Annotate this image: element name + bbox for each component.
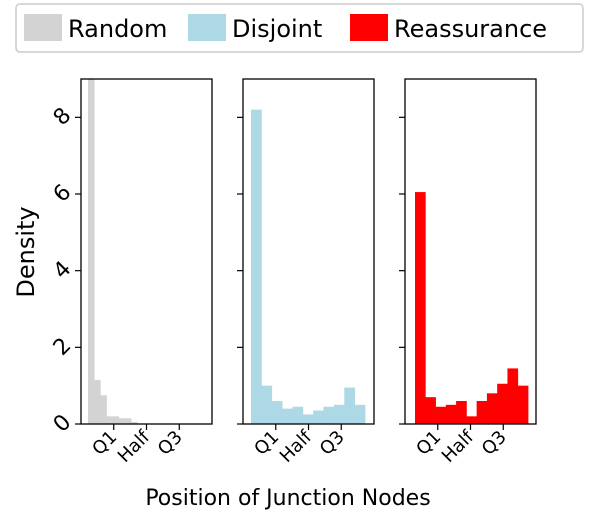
- legend-swatch-disjoint: [188, 14, 226, 41]
- plot-frame: [80, 78, 213, 425]
- bar: [323, 406, 335, 424]
- x-tick-label: Half: [438, 426, 479, 467]
- bar: [476, 401, 488, 424]
- bar: [456, 401, 467, 424]
- bar: [415, 192, 426, 424]
- y-tick-label: 4: [49, 257, 77, 285]
- bar: [118, 418, 126, 424]
- bar: [292, 406, 304, 424]
- bar: [88, 79, 95, 424]
- legend: Random Disjoint Reassurance: [15, 3, 584, 53]
- y-tick-label: 2: [49, 333, 77, 361]
- y-axis-label: Density: [12, 206, 40, 297]
- x-tick-label: Q3: [154, 427, 187, 460]
- legend-label-random: Random: [68, 15, 167, 43]
- bar: [124, 418, 132, 424]
- bar: [425, 397, 436, 424]
- bar: [282, 408, 293, 424]
- bar: [435, 406, 447, 424]
- y-tick-label: 6: [49, 180, 77, 208]
- bar: [507, 368, 519, 424]
- bar: [445, 404, 457, 424]
- bar: [466, 416, 478, 424]
- legend-label-reassurance: Reassurance: [394, 15, 547, 43]
- bar: [313, 410, 324, 424]
- bar: [271, 401, 283, 424]
- x-tick-label: Q3: [478, 427, 511, 460]
- legend-swatch-reassurance: [350, 14, 388, 41]
- legend-swatch-random: [24, 14, 62, 41]
- legend-frame: [15, 3, 584, 53]
- bar: [333, 404, 345, 424]
- bar: [517, 385, 529, 424]
- y-tick-label: 0: [49, 410, 77, 438]
- x-tick-label: Half: [276, 426, 317, 467]
- bar: [112, 416, 120, 424]
- bar: [106, 416, 113, 424]
- bar: [344, 387, 356, 424]
- bar: [94, 379, 101, 424]
- y-tick-label: 8: [49, 103, 77, 131]
- legend-label-disjoint: Disjoint: [232, 15, 322, 43]
- bar: [100, 395, 107, 424]
- bar: [251, 109, 262, 425]
- plot-frame: [242, 78, 375, 425]
- bar: [131, 422, 138, 424]
- bar: [302, 414, 314, 424]
- x-tick-label: Half: [114, 426, 155, 467]
- x-axis-label: Position of Junction Nodes: [145, 486, 430, 511]
- x-tick-label: Q3: [316, 427, 349, 460]
- bar: [497, 383, 508, 424]
- bar: [486, 393, 498, 424]
- bar: [261, 385, 273, 424]
- bar: [354, 404, 366, 424]
